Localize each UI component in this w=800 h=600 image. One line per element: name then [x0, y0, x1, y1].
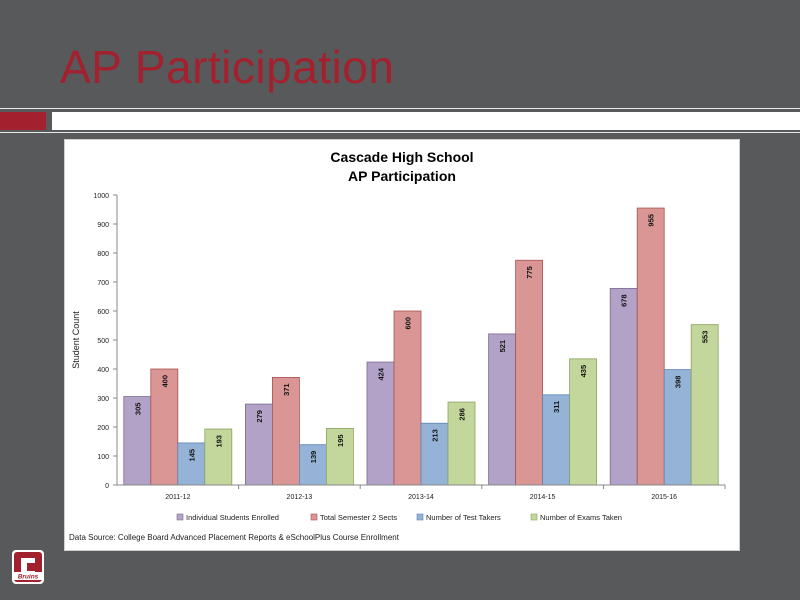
legend-swatch	[530, 513, 538, 521]
chart-legend: Individual Students Enrolled Total Semest…	[176, 513, 622, 522]
bar-value-label: 193	[214, 435, 223, 448]
accent-bar-white	[52, 112, 800, 130]
bar-value-label: 553	[701, 331, 710, 344]
bar-value-label: 678	[620, 294, 629, 307]
bar	[636, 207, 665, 486]
logo-text: Bruins	[18, 574, 39, 581]
y-tick-label: 0	[105, 483, 109, 490]
bar-chart: Cascade High School AP Participation Stu…	[69, 149, 726, 542]
bar	[204, 428, 233, 486]
legend-label: Individual Students Enrolled	[186, 513, 279, 522]
x-tick-label: 2014-15	[530, 494, 556, 501]
chart-title: Cascade High School	[330, 149, 473, 165]
bar	[447, 401, 476, 486]
bar-value-label: 279	[255, 410, 264, 423]
y-tick-label: 400	[97, 367, 109, 374]
bar-value-label: 955	[647, 214, 656, 227]
y-tick-label: 100	[97, 454, 109, 461]
bar-value-label: 521	[498, 340, 507, 353]
legend-label: Number of Exams Taken	[540, 513, 622, 522]
x-tick-label: 2011-12	[165, 494, 190, 501]
y-tick-label: 500	[97, 338, 109, 345]
y-tick-label: 700	[97, 280, 109, 287]
x-tick-label: 2015-16	[651, 494, 677, 501]
bar-value-label: 371	[282, 383, 291, 396]
bar	[150, 368, 179, 486]
chart-panel: Cascade High School AP Participation Stu…	[64, 139, 740, 551]
y-tick-label: 300	[97, 396, 109, 403]
bar-value-label: 139	[309, 451, 318, 464]
bar	[609, 287, 638, 486]
legend-label: Total Semester 2 Sects	[320, 513, 397, 522]
y-tick-label: 200	[97, 425, 109, 432]
data-source-note: Data Source: College Board Advanced Plac…	[69, 533, 400, 542]
bar	[488, 333, 517, 486]
bar-value-label: 145	[187, 449, 196, 462]
slide-title: AP Participation	[60, 41, 395, 93]
bar	[420, 422, 449, 486]
legend-label: Number of Test Takers	[426, 513, 501, 522]
bar-value-label: 435	[579, 365, 588, 378]
bar-value-label: 398	[674, 376, 683, 389]
bar	[542, 394, 571, 486]
bar-value-label: 213	[431, 429, 440, 442]
legend-swatch	[176, 513, 184, 521]
bar-value-label: 424	[377, 367, 386, 380]
y-tick-label: 600	[97, 309, 109, 316]
x-tick-label: 2013-14	[408, 494, 434, 501]
y-tick-label: 800	[97, 251, 109, 258]
x-tick-label: 2012-13	[287, 494, 313, 501]
bar-value-label: 286	[458, 408, 467, 421]
y-tick-label: 1000	[93, 193, 109, 200]
bar-value-label: 600	[404, 317, 413, 330]
y-tick-label: 900	[97, 222, 109, 229]
bar-value-label: 400	[160, 375, 169, 388]
chart-subtitle: AP Participation	[348, 168, 456, 184]
legend-swatch	[416, 513, 424, 521]
divider-line-top	[0, 108, 800, 109]
bar-value-label: 311	[552, 401, 561, 413]
x-axis-ticks: 2011-12 2012-13 2013-14 2014-15 2015-16	[165, 485, 726, 501]
divider-line-bottom	[0, 132, 800, 133]
y-axis-ticks: 0 100 200 300 400 500 600 700 800 900 1000	[93, 193, 117, 490]
bruins-c-logo-icon: Bruins	[9, 548, 47, 586]
bar	[393, 310, 422, 486]
bar	[690, 324, 719, 486]
bar-value-label: 305	[133, 403, 142, 416]
bar-series-group: 305 400 145 193 279 371 139 195 424 600 213 286 521 7…	[123, 207, 719, 486]
bar-value-label: 775	[525, 266, 534, 279]
bar	[298, 444, 327, 486]
bar-value-label: 195	[336, 434, 345, 447]
title-band	[0, 0, 800, 107]
legend-swatch	[310, 513, 318, 521]
bar	[271, 377, 300, 486]
accent-bar-red	[0, 112, 46, 130]
bar	[325, 428, 354, 486]
y-axis-label: Student Count	[71, 311, 81, 369]
bar	[515, 259, 544, 486]
